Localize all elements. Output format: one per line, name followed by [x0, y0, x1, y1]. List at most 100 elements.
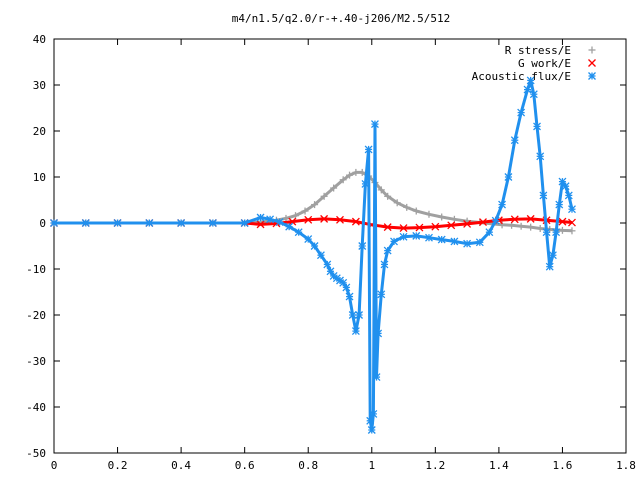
- data-point: [558, 226, 566, 234]
- chart-title: m4/n1.5/q2.0/r-+.40-j206/M2.5/512: [232, 12, 451, 25]
- data-point: [558, 217, 567, 226]
- data-point: [304, 215, 313, 224]
- y-tick-label: -30: [26, 355, 46, 368]
- x-tick-label: 1.2: [425, 459, 445, 472]
- data-point: [380, 260, 389, 269]
- data-point: [361, 179, 370, 188]
- data-point: [266, 215, 275, 224]
- data-point: [330, 184, 338, 192]
- data-point: [372, 373, 381, 382]
- data-point: [256, 220, 265, 229]
- data-point: [282, 214, 290, 222]
- data-point: [437, 235, 446, 244]
- y-tick-label: 10: [33, 171, 46, 184]
- x-tick-label: 0.8: [298, 459, 318, 472]
- data-point: [399, 224, 408, 233]
- data-point: [288, 217, 297, 226]
- y-tick-label: 0: [39, 217, 46, 230]
- data-point: [390, 237, 398, 246]
- data-point: [377, 290, 386, 299]
- data-point: [383, 246, 392, 255]
- data-point: [240, 219, 249, 227]
- data-point: [345, 292, 354, 301]
- data-point: [568, 218, 576, 227]
- series-line-2: [54, 78, 574, 432]
- data-point: [81, 219, 90, 227]
- data-point: [320, 192, 328, 200]
- data-point: [367, 426, 376, 434]
- data-point: [536, 225, 544, 233]
- series-0: [50, 168, 576, 235]
- data-point: [412, 231, 421, 240]
- data-point: [568, 227, 576, 235]
- data-point: [491, 216, 500, 225]
- data-point: [323, 260, 332, 269]
- data-point: [527, 223, 535, 231]
- y-tick-label: -10: [26, 263, 46, 276]
- data-marks: [50, 76, 576, 434]
- data-point: [399, 232, 408, 241]
- data-point: [425, 210, 433, 218]
- data-point: [523, 85, 532, 94]
- series-2: [50, 76, 576, 434]
- data-point: [552, 228, 561, 237]
- data-point: [479, 218, 487, 227]
- data-point: [369, 409, 378, 418]
- data-point: [475, 238, 484, 247]
- data-point: [310, 242, 319, 250]
- data-point: [339, 176, 347, 184]
- data-point: [498, 200, 507, 209]
- data-point: [342, 283, 351, 292]
- data-point: [393, 199, 401, 207]
- legend-marker-2: [588, 72, 596, 80]
- legend-label-1: G work/E: [518, 57, 571, 70]
- data-point: [447, 221, 456, 230]
- legend-marker-1: [588, 59, 596, 67]
- data-point: [425, 233, 433, 242]
- data-point: [545, 262, 554, 271]
- data-point: [336, 215, 344, 224]
- data-point: [529, 90, 538, 99]
- x-tick-label: 0: [51, 459, 58, 472]
- y-tick-label: -40: [26, 401, 46, 414]
- data-point: [304, 235, 313, 244]
- data-point: [285, 222, 294, 231]
- data-point: [555, 200, 564, 209]
- data-point: [415, 223, 424, 232]
- plot-frame: [53, 38, 627, 454]
- data-point: [316, 251, 325, 260]
- data-point: [548, 251, 557, 260]
- y-tick-label: -20: [26, 309, 46, 322]
- data-point: [510, 136, 519, 145]
- legend-label-2: Acoustic flux/E: [472, 70, 571, 83]
- data-point: [326, 267, 335, 276]
- data-point: [526, 76, 535, 85]
- data-point: [383, 223, 392, 232]
- data-point: [568, 205, 576, 214]
- data-point: [256, 213, 265, 222]
- data-point: [370, 120, 379, 129]
- data-point: [526, 214, 535, 223]
- data-point: [348, 311, 357, 319]
- data-point: [463, 219, 472, 228]
- y-tick-label: 20: [33, 125, 46, 138]
- legend-label-0: R stress/E: [505, 44, 571, 57]
- data-point: [377, 186, 385, 194]
- data-point: [358, 168, 366, 176]
- data-point: [177, 219, 186, 227]
- y-tick-label: 40: [33, 33, 46, 46]
- tick-marks: 0 0.2 0.4 0.6 0.8 1 1.2 1.4 1.6 1.8 -50 -40 -30 -20 -1…: [26, 33, 636, 472]
- legend-marker-0: [588, 46, 596, 54]
- x-tick-label: 1.4: [489, 459, 509, 472]
- data-point: [412, 207, 420, 215]
- data-point: [561, 182, 570, 191]
- data-point: [351, 327, 360, 336]
- data-point: [438, 213, 446, 221]
- data-point: [498, 221, 506, 229]
- data-point: [564, 191, 573, 200]
- data-point: [311, 201, 319, 209]
- data-point: [346, 171, 354, 179]
- data-point: [294, 228, 303, 237]
